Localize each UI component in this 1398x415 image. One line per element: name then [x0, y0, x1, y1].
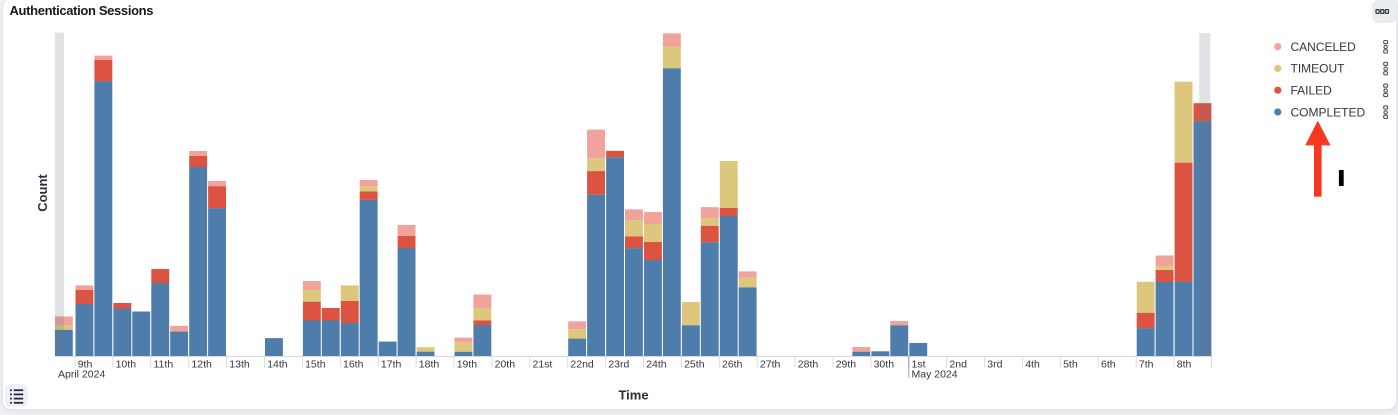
svg-text:April 2024: April 2024 — [58, 369, 105, 381]
svg-text:2nd: 2nd — [949, 359, 967, 371]
svg-text:Count: Count — [35, 174, 50, 212]
svg-text:25th: 25th — [684, 359, 705, 371]
svg-text:15th: 15th — [305, 359, 326, 371]
svg-text:5th: 5th — [1063, 359, 1078, 371]
svg-text:12th: 12th — [191, 359, 212, 371]
svg-text:28th: 28th — [798, 359, 819, 371]
svg-text:8th: 8th — [1177, 359, 1192, 371]
svg-text:18th: 18th — [419, 359, 440, 371]
svg-text:4th: 4th — [1025, 359, 1040, 371]
svg-text:FAILED: FAILED — [1291, 84, 1333, 98]
svg-text:COMPLETED: COMPLETED — [1291, 105, 1366, 119]
svg-text:9th: 9th — [78, 359, 93, 371]
svg-text:6th: 6th — [1101, 359, 1116, 371]
svg-text:23rd: 23rd — [608, 359, 629, 371]
svg-text:27th: 27th — [760, 359, 781, 371]
svg-text:22nd: 22nd — [570, 359, 594, 371]
svg-text:3rd: 3rd — [987, 359, 1002, 371]
svg-text:24th: 24th — [646, 359, 667, 371]
svg-text:20th: 20th — [495, 359, 516, 371]
svg-text:19th: 19th — [457, 359, 478, 371]
svg-text:30th: 30th — [874, 359, 895, 371]
svg-text:10th: 10th — [116, 359, 137, 371]
svg-text:May 2024: May 2024 — [912, 369, 958, 381]
svg-text:21st: 21st — [533, 359, 553, 371]
svg-text:29th: 29th — [836, 359, 857, 371]
svg-text:13th: 13th — [229, 359, 250, 371]
svg-text:11th: 11th — [154, 359, 174, 371]
svg-text:14th: 14th — [267, 359, 288, 371]
svg-text:CANCELED: CANCELED — [1291, 40, 1357, 54]
svg-text:26th: 26th — [722, 359, 743, 371]
svg-text:7th: 7th — [1139, 359, 1154, 371]
svg-text:TIMEOUT: TIMEOUT — [1291, 62, 1346, 76]
svg-text:1st: 1st — [912, 359, 926, 371]
svg-text:16th: 16th — [343, 359, 364, 371]
svg-text:17th: 17th — [381, 359, 402, 371]
svg-text:Time: Time — [618, 388, 648, 403]
